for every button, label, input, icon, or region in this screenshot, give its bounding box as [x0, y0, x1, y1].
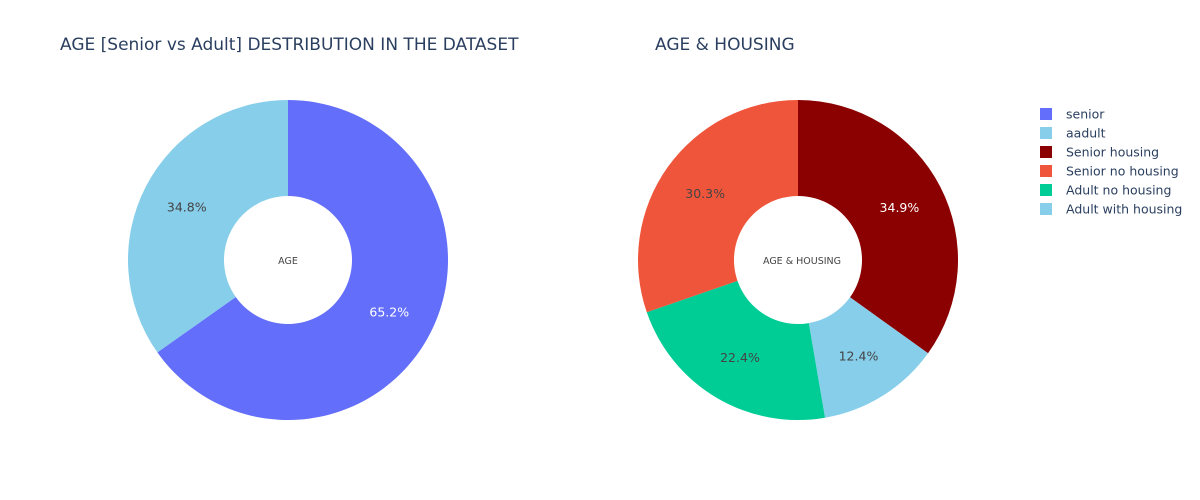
chart-title-age-housing: AGE & HOUSING [655, 35, 795, 55]
legend-item-senior-no-housing[interactable]: Senior no housing [1040, 164, 1179, 179]
slice-senior-housing[interactable] [798, 100, 959, 354]
slice-label-aadult: 34.8% [167, 200, 207, 215]
slice-adult-no-housing[interactable] [646, 280, 826, 420]
slice-label-adult-with-housing: 12.4% [839, 349, 879, 364]
donut-chart-age: 65.2% 34.8% [128, 100, 449, 420]
slice-aadult[interactable] [128, 100, 288, 353]
legend-item-senior-housing[interactable]: Senior housing [1040, 145, 1159, 160]
legend-label: aadult [1066, 126, 1106, 141]
slice-label-adult-no-housing: 22.4% [720, 350, 760, 365]
slice-label-senior-housing: 34.9% [880, 200, 920, 215]
center-label-age-housing: AGE & HOUSING [763, 256, 841, 267]
legend-swatch [1040, 127, 1052, 139]
legend-item-adult-no-housing[interactable]: Adult no housing [1040, 183, 1171, 198]
legend-label: Senior no housing [1066, 164, 1179, 179]
legend-label: Adult no housing [1066, 183, 1171, 198]
chart-title-age: AGE [Senior vs Adult] DESTRIBUTION IN TH… [60, 35, 519, 55]
legend-item-adult-with-housing[interactable]: Adult with housing [1040, 202, 1182, 217]
legend-swatch [1040, 203, 1052, 215]
center-label-age: AGE [278, 256, 298, 267]
legend-label: Adult with housing [1066, 202, 1182, 217]
legend-swatch [1040, 108, 1052, 120]
slice-label-senior: 65.2% [369, 304, 409, 319]
slice-senior-no-housing[interactable] [638, 100, 798, 313]
legend-item-aadult[interactable]: aadult [1040, 126, 1106, 141]
slice-adult-with-housing[interactable] [808, 297, 929, 418]
slice-senior[interactable] [157, 100, 449, 420]
legend: senior aadult Senior housing Senior no hous… [1040, 107, 1182, 217]
legend-swatch [1040, 146, 1052, 158]
legend-swatch [1040, 184, 1052, 196]
legend-label: Senior housing [1066, 145, 1159, 160]
legend-label: senior [1066, 107, 1105, 122]
legend-item-senior[interactable]: senior [1040, 107, 1105, 122]
slice-label-senior-no-housing: 30.3% [685, 186, 725, 201]
legend-swatch [1040, 165, 1052, 177]
donut-chart-age-housing: 34.9% 12.4% 22.4% 30.3% [638, 100, 959, 420]
